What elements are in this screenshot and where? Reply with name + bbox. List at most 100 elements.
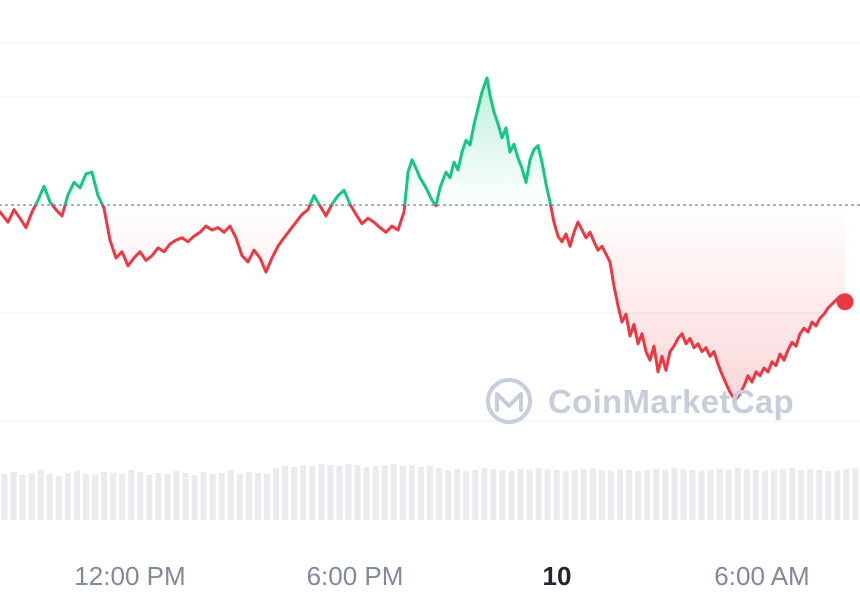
plot-area	[0, 42, 860, 520]
volume-bar	[626, 470, 633, 520]
volume-bar	[780, 469, 787, 520]
volume-bar	[834, 470, 841, 520]
area-fill-down	[0, 205, 845, 400]
volume-bar	[119, 474, 126, 520]
volume-bar	[635, 471, 642, 520]
volume-bar	[689, 470, 696, 520]
volume-bar	[354, 465, 361, 520]
volume-bar	[816, 470, 823, 520]
volume-bar	[336, 466, 343, 520]
volume-bar	[309, 466, 316, 520]
volume-bar	[300, 465, 307, 520]
volume-bar	[445, 470, 452, 520]
volume-bar	[82, 474, 89, 520]
volume-bar	[825, 471, 832, 520]
volume-bar	[499, 470, 506, 520]
volume-bar	[617, 469, 624, 520]
volume-bar	[264, 474, 271, 520]
price-line-down	[0, 205, 847, 402]
price-line-up	[33, 76, 553, 205]
volume-bar	[436, 468, 443, 520]
volume-bar	[526, 470, 533, 520]
volume-bar	[173, 471, 180, 520]
volume-bar	[553, 470, 560, 520]
volume-bar	[200, 472, 207, 520]
volume-bar	[426, 466, 433, 520]
volume-bar	[580, 469, 587, 520]
coinmarketcap-logo-icon	[486, 378, 532, 424]
volume-bar	[716, 469, 723, 520]
volume-bar	[852, 468, 859, 520]
volume-bar	[363, 467, 370, 520]
volume-bar	[101, 472, 108, 520]
volume-bar	[544, 469, 551, 520]
volume-bar	[725, 470, 732, 520]
volume-bar	[92, 475, 99, 520]
volume-bar	[73, 471, 80, 520]
volume-bar	[807, 469, 814, 520]
volume-bar	[28, 473, 35, 520]
volume-bar	[128, 470, 135, 520]
volume-bar	[155, 473, 162, 520]
volume-bar	[752, 470, 759, 520]
watermark-text: CoinMarketCap	[548, 383, 794, 420]
volume-bar	[1, 474, 8, 520]
volume-bar	[562, 471, 569, 520]
volume-bar	[110, 473, 117, 520]
volume-bar	[653, 469, 660, 520]
volume-bar	[671, 468, 678, 520]
volume-bar	[472, 470, 479, 520]
volume-bar	[227, 470, 234, 520]
volume-bar	[236, 474, 243, 520]
volume-bar	[644, 470, 651, 520]
volume-bar	[19, 475, 26, 520]
volume-bar	[327, 465, 334, 520]
volume-bar	[680, 469, 687, 520]
volume-bar	[345, 464, 352, 520]
volume-bar	[10, 472, 17, 520]
last-price-dot	[836, 293, 854, 311]
area-fill-up	[0, 77, 845, 205]
volume-bar	[254, 473, 261, 520]
volume-bar	[291, 467, 298, 520]
volume-bar	[209, 474, 216, 520]
volume-bar	[399, 466, 406, 520]
volume-bar	[55, 476, 62, 520]
volume-bar	[761, 471, 768, 520]
volume-bar	[789, 468, 796, 520]
volume-bar	[743, 469, 750, 520]
volume-bar	[490, 469, 497, 520]
volume-bar	[798, 470, 805, 520]
volume-bar	[318, 464, 325, 520]
volume-bar	[481, 468, 488, 520]
volume-bar	[454, 469, 461, 520]
volume-bar	[182, 473, 189, 520]
coinmarketcap-watermark: CoinMarketCap	[486, 378, 794, 424]
volume-bar	[245, 472, 252, 520]
volume-bar	[408, 465, 415, 520]
volume-bar	[734, 468, 741, 520]
volume-bar	[64, 473, 71, 520]
volume-bar	[282, 466, 289, 520]
volume-bar	[463, 471, 470, 520]
volume-bar	[517, 469, 524, 520]
volume-bar	[137, 472, 144, 520]
volume-bar	[372, 466, 379, 520]
volume-bar	[608, 471, 615, 520]
volume-bar	[589, 468, 596, 520]
volume-bar	[707, 470, 714, 520]
volume-bar	[698, 471, 705, 520]
volume-bar	[508, 471, 515, 520]
volume-bar	[46, 474, 53, 520]
volume-bar	[598, 470, 605, 520]
volume-bar	[191, 475, 198, 520]
volume-bar	[146, 475, 153, 520]
volume-bar	[571, 470, 578, 520]
volume-bar	[535, 468, 542, 520]
volume-bar	[164, 474, 171, 520]
volume-bar	[381, 465, 388, 520]
volume-bar	[390, 464, 397, 520]
volume-bar	[273, 468, 280, 520]
